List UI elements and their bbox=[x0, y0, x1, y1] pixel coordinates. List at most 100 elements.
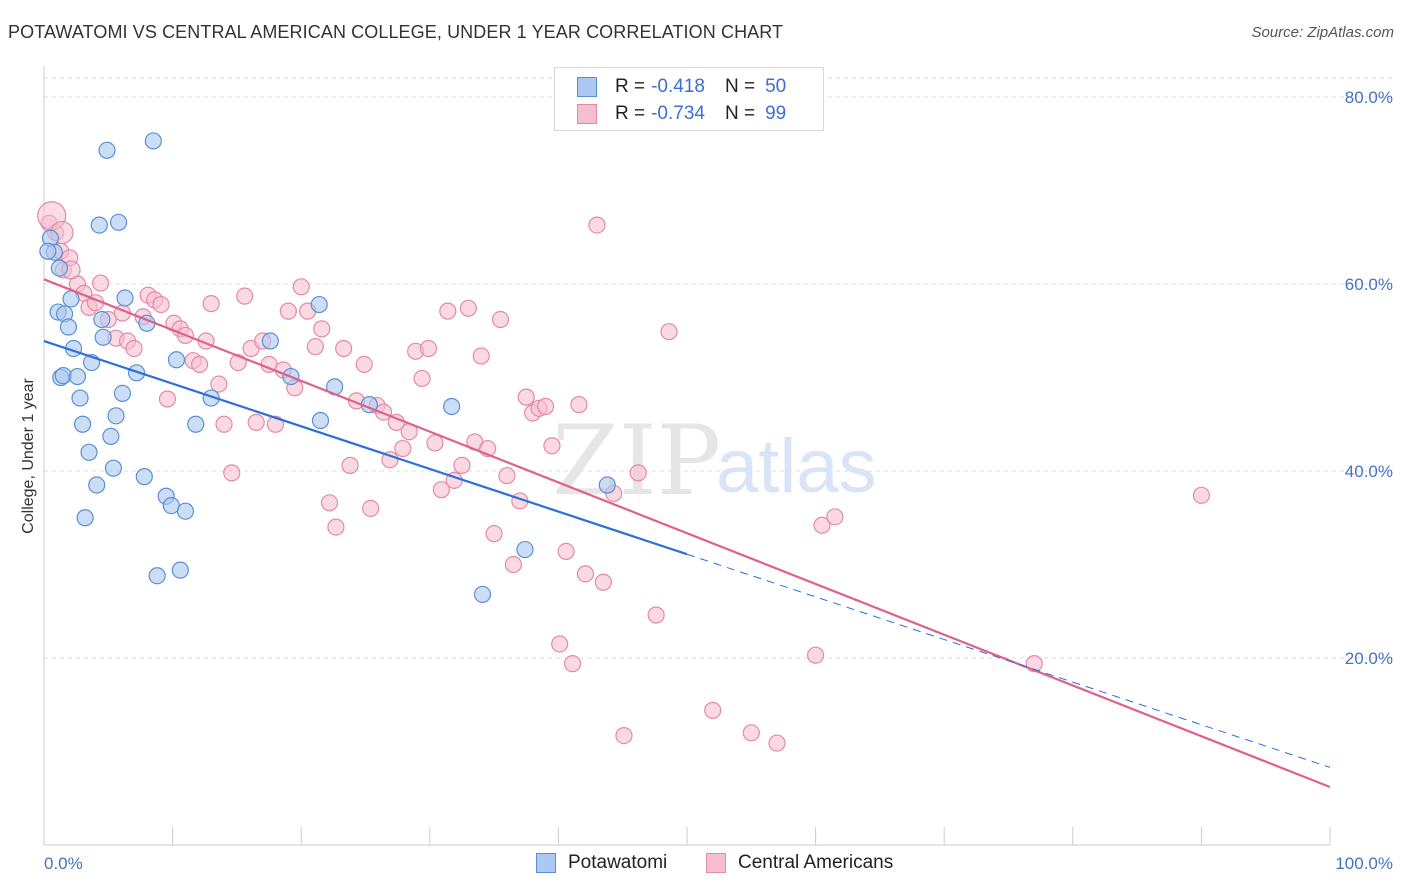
data-point bbox=[647, 606, 665, 624]
data-point bbox=[335, 339, 353, 358]
data-point bbox=[341, 456, 359, 474]
data-point bbox=[310, 295, 328, 314]
data-point bbox=[826, 508, 844, 526]
data-point bbox=[768, 734, 786, 752]
trend-lines bbox=[43, 278, 1331, 789]
data-point bbox=[236, 287, 254, 305]
data-point bbox=[113, 384, 132, 402]
legend-r-value: -0.734 bbox=[651, 103, 705, 124]
data-point bbox=[50, 259, 69, 277]
watermark-atlas: atlas bbox=[716, 424, 877, 509]
watermark: ZIP atlas bbox=[552, 405, 877, 517]
data-point bbox=[381, 451, 399, 469]
y-tick-label: 20.0% bbox=[1345, 649, 1393, 668]
data-point bbox=[313, 320, 331, 338]
data-point bbox=[594, 573, 613, 591]
data-point bbox=[327, 518, 345, 536]
data-point bbox=[473, 585, 492, 604]
central-americans-points bbox=[37, 201, 1211, 752]
data-point bbox=[516, 540, 534, 559]
data-point bbox=[292, 278, 310, 296]
source-label: Source: ZipAtlas.com bbox=[1251, 24, 1394, 41]
data-point bbox=[551, 635, 569, 653]
data-point bbox=[615, 727, 633, 745]
data-point bbox=[485, 525, 503, 543]
legend-n-value: 99 bbox=[765, 103, 787, 124]
y-axis-label: College, Under 1 year bbox=[20, 378, 37, 534]
data-point bbox=[598, 476, 616, 494]
watermark-zip: ZIP bbox=[552, 405, 721, 517]
legend-n-label: N = bbox=[724, 103, 756, 124]
data-point bbox=[152, 295, 170, 314]
data-point bbox=[80, 443, 98, 461]
data-point bbox=[306, 338, 324, 356]
legend-n-label: N = bbox=[724, 76, 756, 97]
correlation-legend: R = -0.418 N = 50 R = -0.734 N = 99 bbox=[554, 67, 824, 131]
data-point bbox=[90, 216, 108, 234]
data-point bbox=[261, 332, 279, 350]
data-point bbox=[39, 242, 57, 260]
data-point bbox=[187, 415, 205, 433]
data-point bbox=[98, 141, 116, 159]
y-tick-label: 80.0% bbox=[1345, 88, 1393, 107]
series-swatch-pink bbox=[706, 853, 726, 873]
data-point bbox=[543, 437, 561, 455]
data-point bbox=[73, 415, 92, 433]
data-point bbox=[443, 397, 461, 416]
data-point bbox=[426, 434, 444, 452]
data-point bbox=[472, 347, 490, 365]
data-point bbox=[144, 132, 162, 150]
legend-swatch-blue bbox=[577, 77, 597, 97]
data-point bbox=[498, 467, 516, 485]
data-point bbox=[453, 456, 471, 474]
data-point bbox=[576, 565, 595, 583]
data-point bbox=[588, 216, 606, 234]
data-point bbox=[71, 389, 89, 407]
x-tick-label: 0.0% bbox=[44, 854, 83, 873]
potawatomi-points bbox=[39, 132, 616, 604]
series-legend-label: Central Americans bbox=[738, 852, 894, 873]
data-point bbox=[68, 367, 87, 386]
data-point bbox=[116, 289, 134, 307]
data-point bbox=[557, 542, 575, 561]
data-point bbox=[320, 494, 339, 512]
data-point bbox=[104, 459, 123, 477]
data-point bbox=[59, 318, 78, 336]
data-point bbox=[355, 355, 373, 374]
data-point bbox=[563, 655, 582, 673]
data-point bbox=[570, 396, 588, 414]
data-point bbox=[88, 476, 106, 494]
data-point bbox=[107, 407, 125, 425]
trend-line-potawatomi-extension bbox=[686, 553, 1331, 768]
data-point bbox=[362, 499, 380, 517]
data-point bbox=[704, 701, 722, 719]
data-point bbox=[660, 323, 678, 341]
legend-r-label: R = bbox=[615, 103, 646, 124]
data-point bbox=[167, 351, 186, 369]
chart-title: POTAWATOMI VS CENTRAL AMERICAN COLLEGE, … bbox=[8, 22, 784, 42]
legend-n-value: 50 bbox=[765, 76, 787, 97]
legend-row-central-americans: R = -0.734 N = 99 bbox=[577, 101, 786, 127]
data-point bbox=[517, 388, 535, 406]
legend-r-value: -0.418 bbox=[651, 76, 705, 97]
data-point bbox=[419, 339, 438, 358]
data-point bbox=[93, 310, 111, 329]
y-tick-label: 40.0% bbox=[1345, 462, 1393, 481]
data-point bbox=[504, 555, 522, 574]
trend-line-potawatomi bbox=[43, 339, 688, 556]
data-point bbox=[439, 302, 457, 320]
data-point bbox=[413, 369, 431, 388]
data-point bbox=[91, 274, 110, 292]
series-swatch-blue bbox=[536, 853, 556, 873]
data-point bbox=[629, 464, 647, 482]
trend-line-central-americans bbox=[43, 278, 1331, 789]
data-point bbox=[311, 411, 330, 430]
tick-labels: 20.0% 40.0% 60.0% 80.0% 0.0% 100.0% bbox=[44, 88, 1393, 873]
data-point bbox=[279, 302, 297, 320]
legend-row-potawatomi: R = -0.418 N = 50 bbox=[577, 74, 786, 100]
data-point bbox=[102, 427, 120, 446]
y-tick-label: 60.0% bbox=[1345, 275, 1393, 294]
data-point bbox=[215, 415, 233, 433]
series-legend: Potawatomi Central Americans bbox=[0, 852, 1406, 878]
